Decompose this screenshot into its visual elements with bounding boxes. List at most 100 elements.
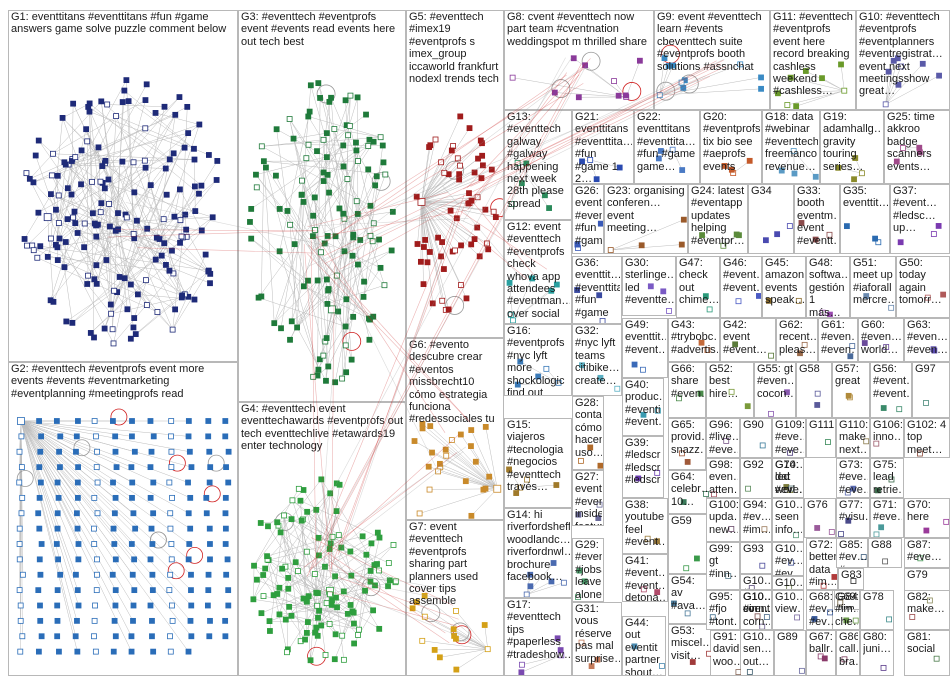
graph-node bbox=[311, 194, 318, 201]
graph-node bbox=[18, 464, 25, 471]
graph-node bbox=[518, 669, 525, 675]
graph-node bbox=[172, 306, 179, 313]
graph-node bbox=[367, 578, 374, 585]
group-subgraph bbox=[723, 438, 730, 444]
graph-node bbox=[744, 403, 751, 410]
graph-node bbox=[17, 617, 24, 624]
group-g44: G44: out eventit partner shout… bbox=[622, 616, 666, 676]
graph-node bbox=[788, 485, 794, 492]
graph-node bbox=[95, 144, 102, 151]
graph-node bbox=[166, 156, 173, 163]
graph-node bbox=[883, 344, 890, 350]
graph-node bbox=[838, 61, 844, 68]
graph-node bbox=[794, 614, 800, 621]
graph-node bbox=[316, 552, 322, 559]
graph-node bbox=[940, 291, 947, 298]
graph-node bbox=[379, 142, 386, 149]
graph-node bbox=[295, 568, 301, 575]
intra-group-edges bbox=[777, 64, 845, 107]
graph-node bbox=[579, 158, 585, 165]
graph-node bbox=[250, 596, 257, 603]
graph-node bbox=[890, 57, 897, 64]
graph-node bbox=[320, 352, 327, 359]
graph-node bbox=[426, 486, 433, 493]
group-g51: G51: meet up #iaforall mercre… bbox=[850, 256, 896, 318]
graph-node bbox=[288, 516, 295, 523]
graph-node bbox=[224, 556, 231, 563]
graph-node bbox=[333, 480, 340, 487]
graph-node bbox=[106, 200, 112, 207]
group-g98: G98: even… atten… bbox=[706, 458, 740, 498]
graph-node bbox=[484, 240, 490, 247]
graph-node bbox=[158, 252, 165, 259]
graph-node bbox=[225, 602, 232, 609]
graph-node bbox=[421, 592, 428, 599]
graph-node bbox=[429, 449, 435, 456]
graph-node bbox=[121, 275, 128, 282]
graph-node bbox=[115, 210, 121, 217]
group-g11: G11: #eventtech #eventprofs event here r… bbox=[770, 10, 856, 110]
group-g38: G38: youtube feel #event… bbox=[622, 498, 668, 554]
graph-node bbox=[875, 487, 881, 494]
graph-node bbox=[36, 464, 43, 471]
intra-group-edges bbox=[412, 595, 488, 670]
graph-node bbox=[121, 87, 128, 94]
group-g99: G99: gt #inn… bbox=[706, 542, 740, 590]
group-subgraph bbox=[793, 532, 799, 539]
graph-node bbox=[462, 478, 469, 485]
group-subgraph bbox=[763, 614, 770, 620]
graph-node bbox=[847, 353, 854, 360]
graph-node bbox=[351, 640, 358, 647]
graph-node bbox=[436, 654, 443, 661]
group-subgraph bbox=[763, 223, 793, 244]
graph-node bbox=[327, 540, 334, 547]
graph-node bbox=[44, 253, 51, 260]
graph-node bbox=[35, 510, 42, 517]
graph-node bbox=[168, 541, 175, 547]
graph-node bbox=[276, 206, 283, 212]
graph-node bbox=[167, 633, 173, 640]
graph-node bbox=[103, 257, 110, 263]
group-g35: G35: eventtit… bbox=[840, 184, 890, 254]
group-g110: G110: make next… bbox=[836, 418, 870, 458]
graph-node bbox=[108, 310, 115, 317]
graph-node bbox=[75, 541, 82, 547]
group-g39: G39: #ledscr… #ledscr… #ledscr… bbox=[622, 436, 664, 498]
graph-node bbox=[276, 248, 283, 255]
graph-node bbox=[263, 164, 269, 171]
graph-node bbox=[68, 191, 75, 198]
graph-node bbox=[128, 633, 135, 640]
graph-node bbox=[361, 278, 367, 285]
graph-node bbox=[132, 331, 139, 337]
group-subgraph bbox=[635, 469, 661, 482]
graph-node bbox=[575, 94, 582, 101]
graph-node bbox=[149, 541, 156, 547]
graph-node bbox=[107, 301, 114, 308]
group-g79: G79 bbox=[904, 568, 950, 608]
graph-node bbox=[336, 205, 343, 212]
graph-node bbox=[222, 541, 229, 547]
group-g63: G63: #even… #even… bbox=[904, 318, 950, 362]
graph-node bbox=[370, 220, 377, 227]
graph-node bbox=[860, 554, 867, 560]
graph-node bbox=[128, 464, 135, 471]
graph-node bbox=[551, 89, 558, 96]
graph-node bbox=[78, 181, 84, 188]
graph-node bbox=[112, 433, 119, 440]
graph-node bbox=[471, 236, 478, 242]
graph-node bbox=[441, 169, 448, 176]
group-subgraph bbox=[728, 388, 751, 410]
graph-node bbox=[814, 525, 821, 531]
group-subgraph bbox=[798, 667, 805, 674]
group-g12: G12: event #eventtech #eventprofs check … bbox=[504, 220, 572, 324]
group-subgraph bbox=[754, 613, 761, 620]
graph-node bbox=[332, 573, 338, 580]
group-subgraph bbox=[759, 442, 766, 449]
graph-node bbox=[342, 342, 349, 349]
graph-node bbox=[424, 259, 431, 266]
group-g62: G62: recent… pleas… bbox=[776, 318, 818, 362]
graph-node bbox=[332, 233, 339, 240]
graph-node bbox=[305, 619, 311, 625]
graph-node bbox=[191, 156, 198, 163]
graph-node bbox=[160, 216, 167, 223]
